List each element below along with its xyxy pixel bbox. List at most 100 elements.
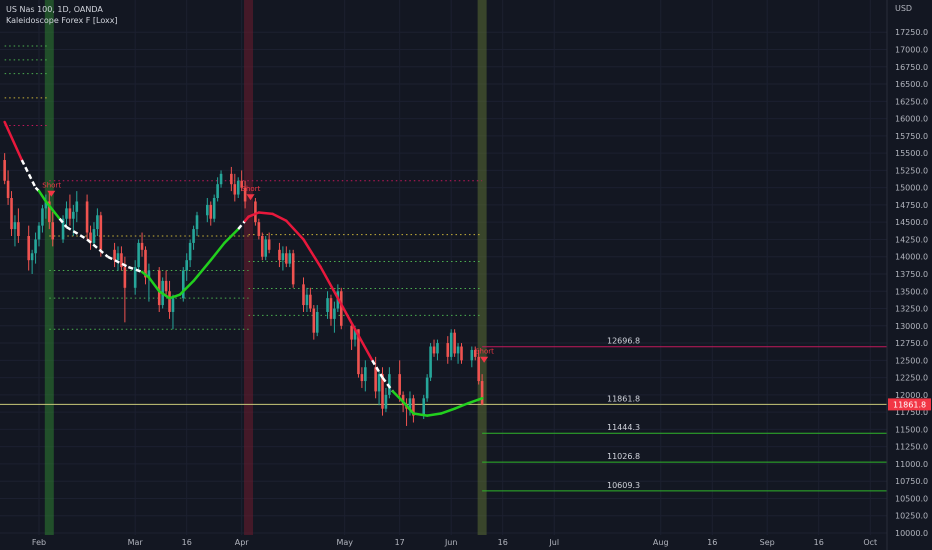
candle-body	[436, 343, 439, 354]
short-signal-label: Short	[475, 348, 494, 356]
short-signal-label: Short	[242, 185, 261, 193]
signal-band	[244, 0, 254, 535]
y-tick-label: 17250.0	[895, 28, 928, 37]
y-tick-label: 11000.0	[895, 460, 928, 469]
last-price-tag	[888, 398, 931, 411]
y-tick-label: 12500.0	[895, 356, 928, 365]
trend-segment	[86, 238, 109, 258]
candle-body	[75, 201, 79, 212]
candle-body	[65, 208, 68, 219]
candle-body	[133, 267, 137, 288]
trend-segment	[302, 238, 322, 269]
trend-segment	[371, 359, 384, 379]
x-tick-label: Jul	[548, 538, 559, 547]
candle-body	[432, 346, 436, 354]
candle-body	[374, 367, 377, 392]
candle-body	[460, 346, 463, 361]
candle-body	[41, 208, 44, 226]
candle-body	[285, 253, 288, 264]
signal-band	[44, 0, 54, 535]
candle-body	[37, 225, 41, 240]
time-axis[interactable]: Feb Mar 16 Apr May 17 Jun 16 Jul Aug 16 Sep 16 Oct	[32, 538, 877, 547]
candle-body	[333, 308, 336, 319]
trend-segment	[147, 276, 161, 293]
candle-body	[360, 374, 364, 382]
grid-lines	[0, 0, 887, 535]
level-label: 11444.3	[607, 423, 640, 432]
y-tick-label: 13500.0	[895, 287, 928, 296]
y-tick-label: 10500.0	[895, 494, 928, 503]
candle-body	[10, 198, 13, 230]
candle-body	[470, 349, 474, 361]
y-tick-label: 10250.0	[895, 512, 928, 521]
symbol-title: US Nas 100, 1D, OANDA	[6, 5, 103, 14]
trend-segment	[140, 270, 151, 279]
candle-body	[144, 249, 147, 278]
candle-body	[13, 222, 17, 230]
candle-body	[257, 222, 261, 236]
x-tick-label: Aug	[653, 538, 669, 547]
trend-segment	[285, 219, 305, 241]
candle-body	[147, 270, 151, 278]
candle-body	[219, 173, 223, 185]
y-tick-label: 12000.0	[895, 391, 928, 400]
candle-body	[398, 374, 401, 395]
candle-body	[453, 332, 456, 354]
candle-body	[260, 235, 264, 257]
level-label: 12696.8	[607, 337, 640, 346]
candle-body	[233, 184, 237, 195]
x-tick-label: May	[336, 538, 353, 547]
candle-body	[3, 160, 6, 181]
candle-body	[157, 270, 161, 306]
x-tick-label: Jun	[444, 538, 458, 547]
candle-body	[17, 222, 20, 236]
candle-body	[357, 329, 360, 375]
candle-body	[140, 242, 144, 250]
candle-body	[99, 215, 103, 250]
candle-body	[480, 381, 484, 405]
price-axis[interactable]: USD 10000.0 10250.0 10500.0 10750.0 11000.0 1…	[886, 0, 931, 550]
candle-body	[113, 249, 116, 261]
trend-segment	[336, 296, 357, 331]
y-tick-label: 11250.0	[895, 443, 928, 452]
candle-body	[254, 201, 257, 223]
candle-body	[209, 204, 213, 219]
candle-body	[477, 356, 480, 382]
y-tick-label: 13750.0	[895, 270, 928, 279]
candle-body	[185, 260, 189, 271]
candle-body	[72, 211, 75, 219]
chart-legend: US Nas 100, 1D, OANDA Kaleidoscope Forex…	[6, 4, 118, 26]
candle-body	[137, 242, 140, 268]
trend-segment	[58, 217, 68, 228]
trend-segment	[401, 400, 415, 415]
candle-body	[473, 349, 477, 357]
candle-body	[171, 298, 175, 312]
candle-body	[164, 280, 168, 292]
candle-body	[89, 232, 92, 243]
trend-segment	[192, 258, 212, 283]
y-tick-label: 10000.0	[895, 529, 928, 538]
candle-body	[48, 201, 51, 223]
candle-body	[267, 239, 271, 250]
candle-body	[6, 180, 10, 199]
y-tick-label: 14000.0	[895, 253, 928, 262]
candle-body	[288, 253, 292, 264]
candle-body	[240, 180, 243, 188]
x-tick-label: 16	[707, 538, 717, 547]
y-tick-label: 10750.0	[895, 477, 928, 486]
trend-segment	[453, 401, 470, 410]
trend-segment	[425, 412, 443, 417]
trend-segment	[439, 407, 456, 415]
trend-segment	[127, 265, 143, 274]
y-tick-label: 15750.0	[895, 132, 928, 141]
candle-body	[326, 298, 329, 312]
level-label: 11861.8	[607, 394, 640, 403]
y-tick-label: 13250.0	[895, 305, 928, 314]
candle-body	[188, 242, 192, 261]
candle-body	[27, 235, 30, 261]
trend-segment	[467, 397, 484, 405]
candle-body	[329, 298, 333, 319]
signal-bands	[44, 0, 487, 535]
candle-body	[168, 291, 171, 312]
